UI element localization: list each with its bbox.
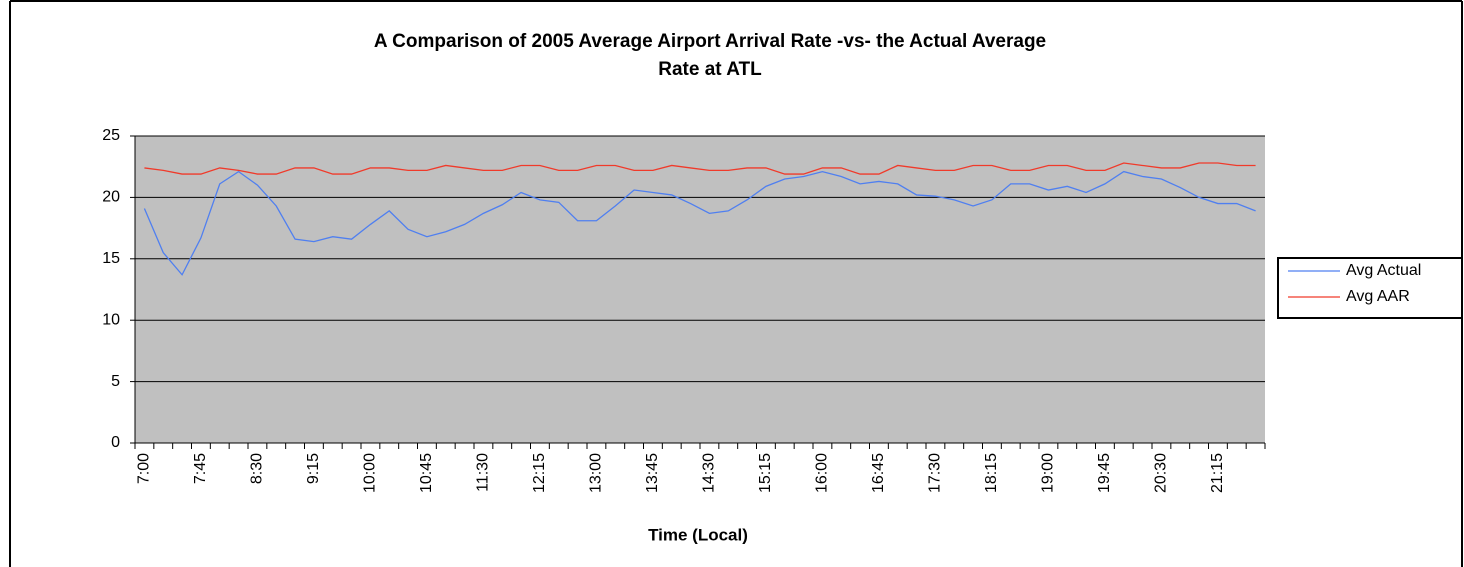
chart-title: Rate at ATL xyxy=(658,59,762,80)
series-line xyxy=(143,170,1256,276)
x-tick-label: 15:15 xyxy=(757,453,774,493)
x-tick-label: 12:15 xyxy=(531,453,548,493)
x-tick-label: 19:00 xyxy=(1040,453,1057,493)
x-tick-label: 11:30 xyxy=(475,453,492,492)
x-tick-label: 13:00 xyxy=(588,453,605,493)
x-tick-label: 10:00 xyxy=(362,453,379,493)
x-tick-label: 7:00 xyxy=(136,453,153,484)
x-tick-label: 21:15 xyxy=(1209,453,1226,493)
y-tick-label: 20 xyxy=(102,189,120,206)
y-tick-label: 5 xyxy=(111,373,120,390)
plot-area xyxy=(135,136,1265,443)
x-tick-label: 19:45 xyxy=(1096,453,1113,493)
y-tick-label: 25 xyxy=(102,127,120,144)
x-tick-label: 10:45 xyxy=(418,453,435,493)
legend-label: Avg AAR xyxy=(1346,288,1410,305)
series-line xyxy=(144,162,1256,175)
y-tick-label: 0 xyxy=(111,434,120,451)
x-tick-label: 20:30 xyxy=(1153,453,1170,493)
x-tick-label: 17:30 xyxy=(927,453,944,493)
x-tick-label: 7:45 xyxy=(192,453,209,484)
y-tick-label: 10 xyxy=(102,311,120,328)
x-tick-label: 8:30 xyxy=(249,453,266,484)
x-tick-label: 16:45 xyxy=(870,453,887,493)
x-tick-label: 14:30 xyxy=(701,453,718,493)
x-axis-label: Time (Local) xyxy=(648,525,748,544)
x-tick-label: 18:15 xyxy=(983,453,1000,493)
legend-label: Avg Actual xyxy=(1346,262,1421,279)
x-tick-label: 16:00 xyxy=(814,453,831,493)
y-tick-label: 15 xyxy=(102,250,120,267)
x-tick-label: 13:45 xyxy=(644,453,661,493)
x-tick-label: 9:15 xyxy=(305,453,322,484)
chart-title: A Comparison of 2005 Average Airport Arr… xyxy=(374,31,1046,52)
legend xyxy=(1277,257,1463,319)
